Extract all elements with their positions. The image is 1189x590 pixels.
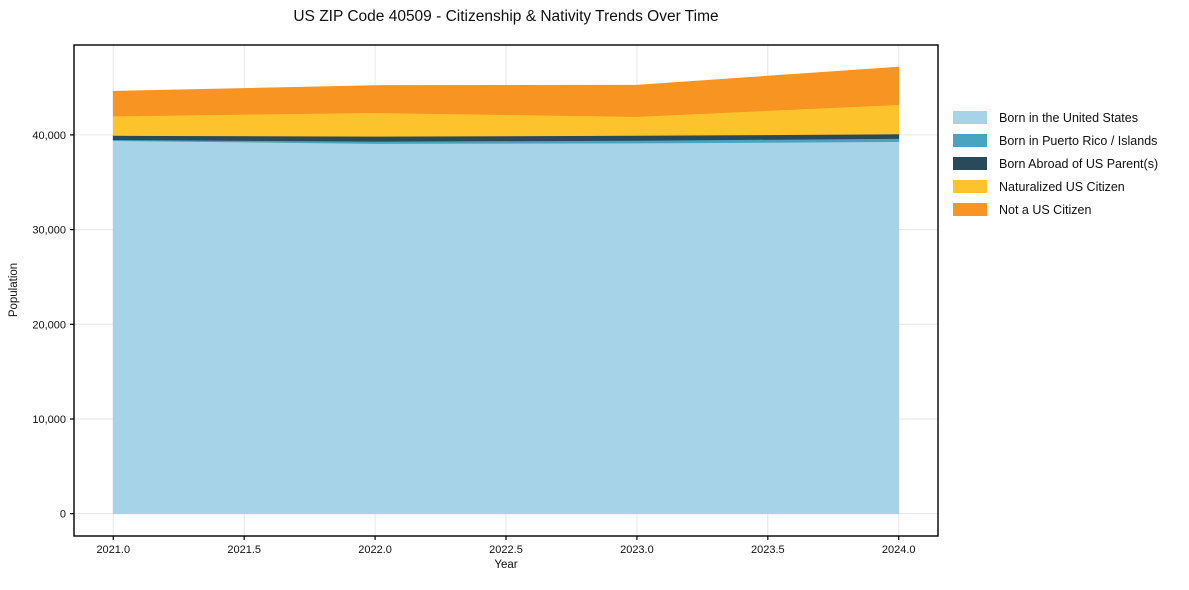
legend-label: Born in Puerto Rico / Islands	[999, 133, 1158, 148]
y-tick-label: 0	[60, 509, 66, 521]
x-tick-label: 2022.0	[358, 544, 392, 556]
legend-item: Not a US Citizen	[953, 198, 1158, 221]
legend-item: Born in the United States	[953, 106, 1158, 129]
legend-swatch	[953, 157, 987, 170]
y-tick-label: 10,000	[32, 414, 66, 426]
area-series	[112, 66, 900, 117]
area-series	[112, 140, 900, 515]
legend-item: Born in Puerto Rico / Islands	[953, 129, 1158, 152]
legend-swatch	[953, 134, 987, 147]
y-tick-label: 30,000	[32, 225, 66, 237]
x-tick-label: 2023.5	[751, 544, 785, 556]
x-axis-label: Year	[494, 559, 518, 571]
legend: Born in the United States Born in Puerto …	[953, 106, 1158, 221]
chart-title: US ZIP Code 40509 - Citizenship & Nativi…	[293, 8, 719, 25]
x-tick-label: 2021.0	[96, 544, 130, 556]
y-tick-label: 40,000	[32, 130, 66, 142]
legend-label: Naturalized US Citizen	[999, 179, 1125, 194]
legend-swatch	[953, 111, 987, 124]
legend-label: Born Abroad of US Parent(s)	[999, 156, 1159, 171]
y-tick-label: 20,000	[32, 319, 66, 331]
legend-label: Born in the United States	[999, 110, 1138, 125]
x-tick-label: 2022.5	[489, 544, 523, 556]
legend-item: Born Abroad of US Parent(s)	[953, 152, 1158, 175]
x-tick-label: 2024.0	[882, 544, 916, 556]
legend-swatch	[953, 180, 987, 193]
x-tick-label: 2021.5	[227, 544, 261, 556]
x-tick-label: 2023.0	[620, 544, 654, 556]
legend-item: Naturalized US Citizen	[953, 175, 1158, 198]
legend-label: Not a US Citizen	[999, 202, 1092, 217]
legend-swatch	[953, 203, 987, 216]
